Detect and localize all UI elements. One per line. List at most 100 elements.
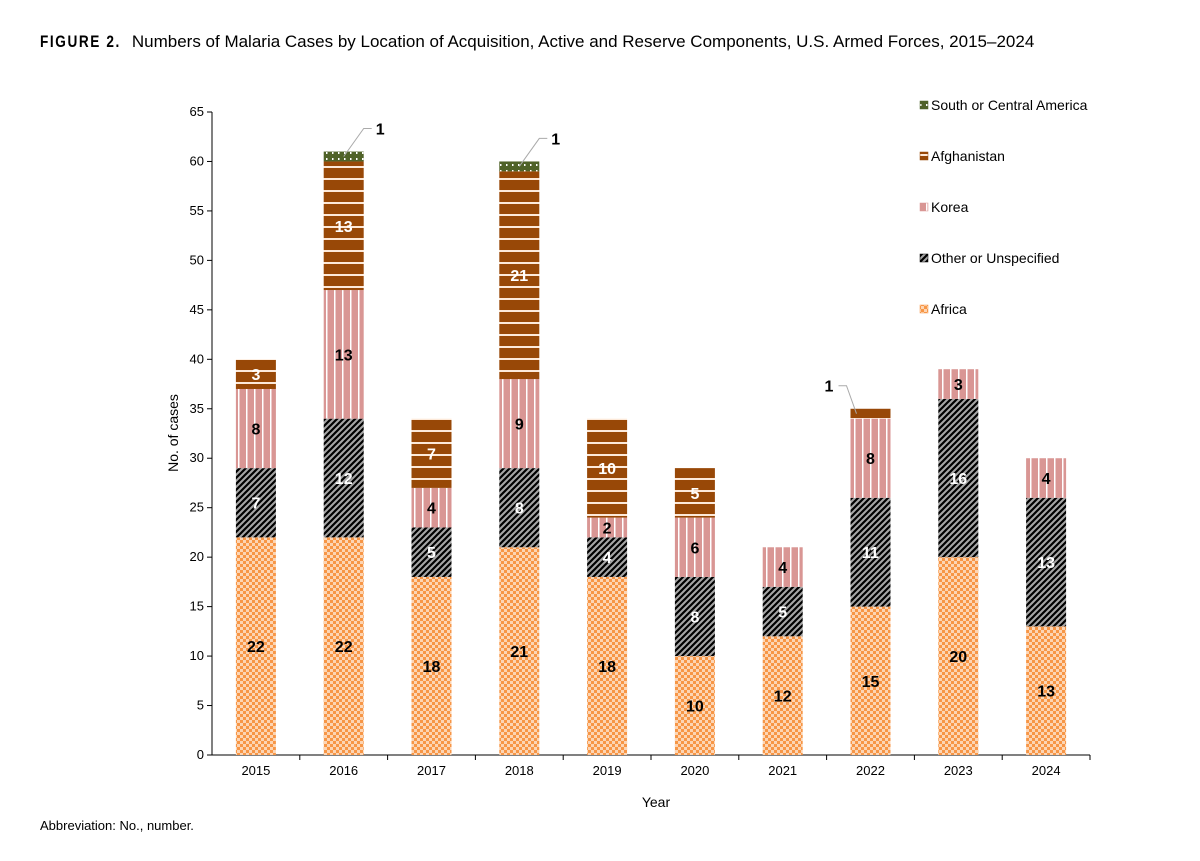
- data-label: 8: [866, 451, 875, 468]
- data-label: 21: [510, 268, 528, 285]
- x-tick-label: 2024: [1032, 763, 1061, 778]
- data-label: 13: [1037, 684, 1055, 701]
- x-tick-label: 2016: [329, 763, 358, 778]
- data-label: 21: [510, 644, 528, 661]
- y-tick-label: 65: [190, 104, 204, 119]
- legend-label: Other or Unspecified: [931, 250, 1059, 266]
- data-label: 3: [251, 367, 260, 384]
- bar-segment: [499, 379, 540, 469]
- bar-segment: [411, 576, 452, 755]
- bar-segment: [323, 537, 364, 755]
- legend-swatch: [919, 253, 929, 263]
- legend-label: South or Central America: [931, 97, 1088, 113]
- data-label: 16: [949, 471, 967, 488]
- bar-segment: [1026, 626, 1067, 755]
- chart-title-text: Numbers of Malaria Cases by Location of …: [131, 32, 1035, 51]
- y-tick-label: 30: [190, 450, 204, 465]
- y-tick-label: 50: [190, 252, 204, 267]
- bar-segment: [499, 547, 540, 755]
- y-tick-label: 60: [190, 153, 204, 168]
- data-label: 22: [247, 639, 265, 656]
- data-label: 4: [603, 550, 612, 567]
- x-tick-label: 2021: [768, 763, 797, 778]
- bar-segment: [850, 497, 891, 607]
- data-label: 2: [603, 520, 612, 537]
- bar-segment: [587, 517, 628, 538]
- data-label: 13: [335, 219, 353, 236]
- data-label: 15: [862, 674, 880, 691]
- bar-segment: [1026, 497, 1067, 627]
- data-label: 5: [690, 486, 699, 503]
- callout-line: [838, 385, 857, 414]
- data-label: 1: [551, 131, 560, 148]
- bar-segment: [323, 161, 364, 291]
- legend-label: Afghanistan: [931, 148, 1005, 164]
- bar-segment: [235, 359, 276, 389]
- bar-segment: [850, 408, 891, 419]
- y-axis-label: No. of cases: [165, 394, 181, 472]
- data-label: 4: [778, 560, 787, 577]
- y-tick-label: 55: [190, 203, 204, 218]
- data-label: 12: [335, 471, 353, 488]
- figure-label: FIGURE 2.: [40, 32, 121, 51]
- x-tick-label: 2019: [593, 763, 622, 778]
- bar-segment: [762, 547, 803, 587]
- x-tick-label: 2018: [505, 763, 534, 778]
- x-tick-label: 2015: [241, 763, 270, 778]
- bar-segment: [411, 527, 452, 577]
- footnote: Abbreviation: No., number.: [40, 818, 194, 833]
- legend-label: Africa: [931, 301, 967, 317]
- bar-segment: [674, 656, 715, 755]
- data-label: 13: [1037, 555, 1055, 572]
- y-tick-label: 45: [190, 302, 204, 317]
- bar-segment: [323, 418, 364, 538]
- bar-segment: [938, 369, 979, 399]
- data-label: 5: [427, 545, 436, 562]
- y-tick-label: 40: [190, 351, 204, 366]
- bar-segment: [850, 606, 891, 755]
- data-label: 4: [1042, 471, 1051, 488]
- data-label: 20: [949, 649, 967, 666]
- data-label: 3: [954, 377, 963, 394]
- callout-line: [518, 137, 548, 167]
- y-tick-label: 15: [190, 599, 204, 614]
- data-label: 6: [690, 540, 699, 557]
- y-tick-label: 5: [197, 698, 204, 713]
- bar-segment: [499, 171, 540, 380]
- bar-segment: [938, 557, 979, 755]
- y-tick-label: 25: [190, 500, 204, 515]
- legend-swatch: [919, 151, 929, 161]
- x-tick-label: 2022: [856, 763, 885, 778]
- x-tick-label: 2017: [417, 763, 446, 778]
- data-label: 12: [774, 689, 792, 706]
- bar-segment: [850, 418, 891, 498]
- data-label: 8: [251, 422, 260, 439]
- bar-segment: [762, 586, 803, 637]
- bar-segment: [1026, 458, 1067, 498]
- legend-label: Korea: [931, 199, 969, 215]
- data-label: 18: [598, 659, 616, 676]
- bar-segment: [674, 517, 715, 577]
- callout-line: [343, 128, 372, 157]
- y-tick-label: 35: [190, 401, 204, 416]
- bar-segment: [762, 636, 803, 755]
- data-label: 9: [515, 417, 524, 434]
- data-label: 7: [251, 496, 260, 513]
- bar-segment: [235, 537, 276, 755]
- x-tick-label: 2023: [944, 763, 973, 778]
- y-tick-label: 0: [197, 747, 204, 762]
- data-label: 5: [778, 605, 787, 622]
- data-label: 4: [427, 501, 436, 518]
- bar-segment: [235, 388, 276, 469]
- bar-segment: [323, 290, 364, 419]
- data-label: 18: [423, 659, 441, 676]
- bar-segment: [411, 418, 452, 488]
- y-tick-label: 10: [190, 648, 204, 663]
- bar-segment: [411, 487, 452, 528]
- data-label: 11: [862, 545, 879, 562]
- x-tick-label: 2020: [680, 763, 709, 778]
- data-label: 7: [427, 446, 436, 463]
- bar-segment: [674, 576, 715, 657]
- data-label: 10: [598, 461, 616, 478]
